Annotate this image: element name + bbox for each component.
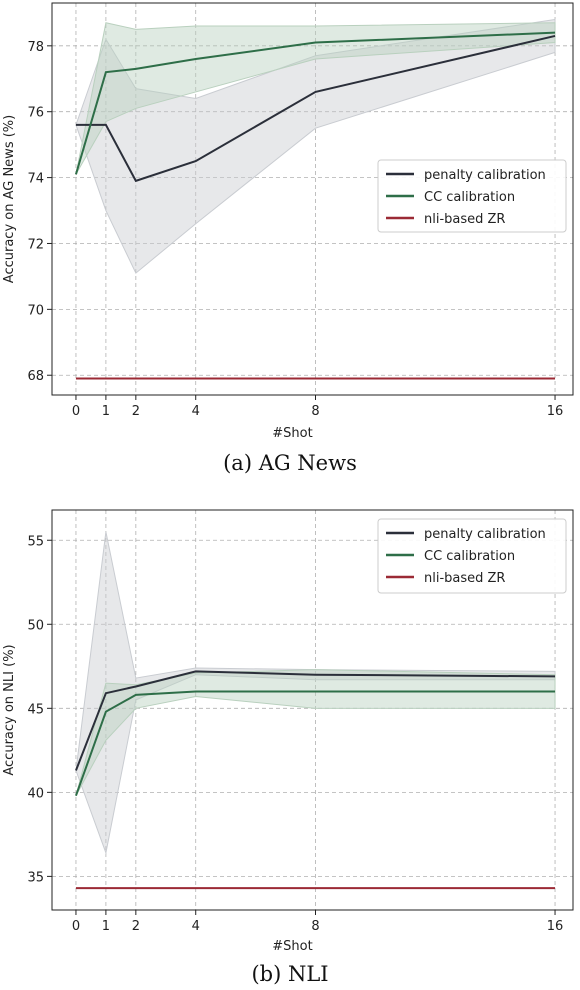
x-tick-label: 0 [72,404,80,419]
x-tick-label: 2 [132,919,140,934]
x-tick-label: 4 [192,404,200,419]
figure-caption: (a) AG News [223,451,357,475]
legend-label: CC calibration [424,549,515,564]
plot-frame [51,509,574,911]
x-tick-label: 8 [311,919,319,934]
y-tick-label: 45 [27,702,44,717]
y-tick-label: 50 [27,618,44,633]
x-tick-label: 1 [102,919,110,934]
y-tick-label: 78 [27,40,44,55]
y-tick-label: 68 [27,369,44,384]
x-tick-label: 16 [547,919,564,934]
series-line [75,690,556,797]
x-tick-label: 1 [102,404,110,419]
x-axis-label: #Shot [272,426,312,441]
x-tick-label: 4 [192,919,200,934]
chart-panel-nli: 0 1 2 4 8 16 35 40 45 50 55 #Shot Accuracy on NLI (%… [0,495,580,990]
x-tick-label: 2 [132,404,140,419]
x-tick-label: 0 [72,919,80,934]
y-tick-label: 74 [27,172,44,187]
legend-box [377,159,567,233]
y-axis-label: Accuracy on AG News (%) [2,115,17,283]
y-tick-label: 40 [27,786,44,801]
series-line [75,34,556,183]
legend-label: CC calibration [424,190,515,205]
y-tick-label: 35 [27,870,44,885]
legend-box [377,518,567,594]
chart-panel-ag-news: 0 1 2 4 8 16 68 70 72 74 76 78 #Shot Accuracy on AG N… [0,0,580,490]
legend-label: nli-based ZR [424,571,505,586]
figure-caption: (b) NLI [251,962,328,986]
chart-ag-news: 0 1 2 4 8 16 68 70 72 74 76 78 #Shot Accuracy on AG N… [2,2,574,475]
legend-label: penalty calibration [424,527,546,542]
chart-nli: 0 1 2 4 8 16 35 40 45 50 55 #Shot Accuracy on NLI (%… [2,509,574,986]
series-line [75,670,556,771]
y-tick-label: 70 [27,303,44,318]
plot-frame [51,2,574,396]
y-tick-label: 76 [27,106,44,121]
x-tick-label: 8 [311,404,319,419]
x-axis-label: #Shot [272,939,312,954]
y-tick-label: 72 [27,237,44,252]
legend-label: nli-based ZR [424,212,505,227]
x-tick-label: 16 [547,404,564,419]
series-line [74,31,556,175]
legend-label: penalty calibration [424,168,546,183]
y-axis-label: Accuracy on NLI (%) [2,644,17,775]
y-tick-label: 55 [27,534,44,549]
